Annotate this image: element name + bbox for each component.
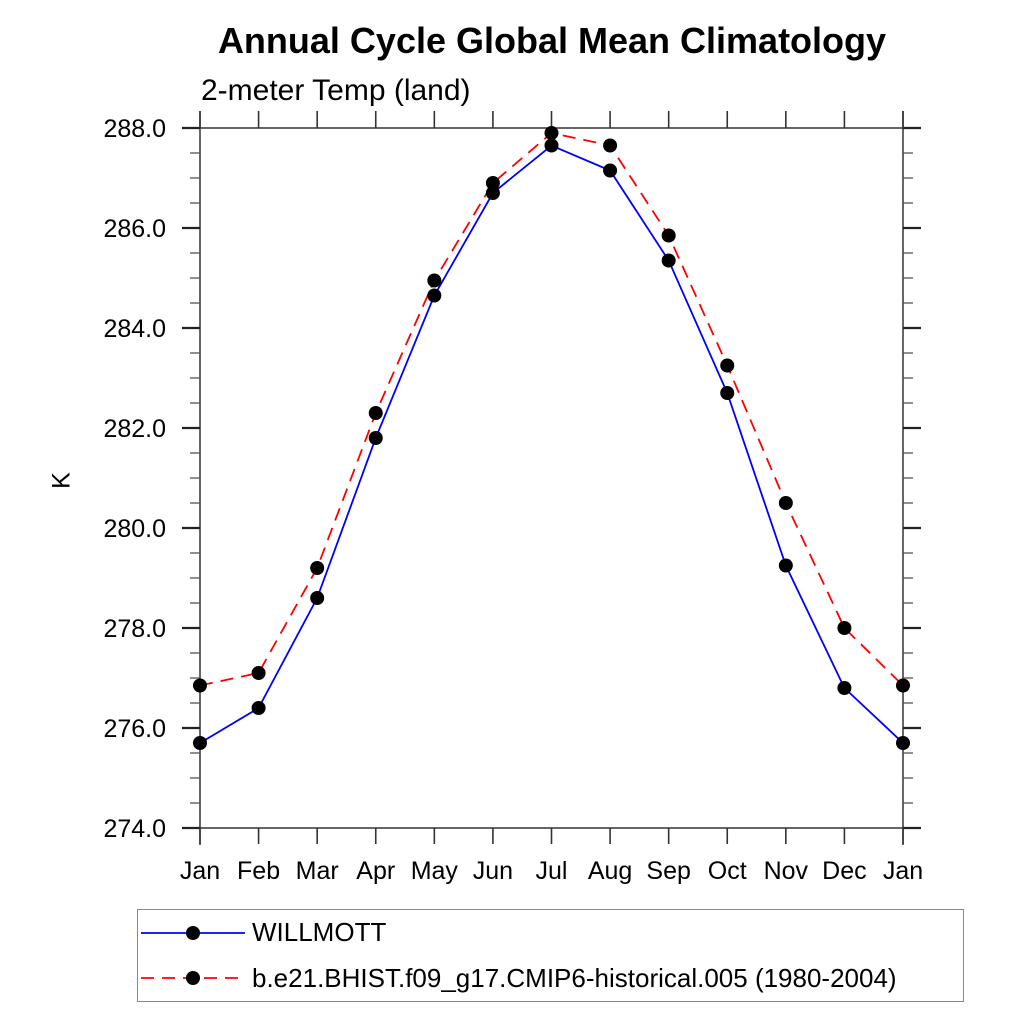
y-tick-label: 282.0 bbox=[103, 415, 166, 443]
x-tick-label: Nov bbox=[764, 857, 809, 885]
x-tick-label: Dec bbox=[822, 857, 866, 885]
willmott-markers bbox=[193, 138, 910, 750]
willmott-data-point bbox=[603, 163, 618, 178]
x-tick-label: Oct bbox=[708, 857, 747, 885]
legend-label-willmott: WILLMOTT bbox=[252, 917, 387, 948]
chart-subtitle: 2-meter Temp (land) bbox=[201, 74, 471, 107]
y-tick-label: 276.0 bbox=[103, 715, 166, 743]
willmott-data-point bbox=[544, 138, 559, 153]
willmott-data-point bbox=[310, 591, 325, 605]
willmott-line bbox=[199, 144, 904, 744]
x-tick-label: Jan bbox=[883, 857, 923, 885]
willmott-data-point bbox=[896, 736, 910, 750]
y-tick-label: 278.0 bbox=[103, 615, 166, 643]
willmott-data-point bbox=[485, 186, 500, 200]
model-data-point bbox=[896, 678, 910, 693]
model-data-point bbox=[310, 561, 325, 575]
x-tick-labels: Jan Feb Mar Apr May Jun Jul Aug Sep Oct Nov Dec Jan bbox=[180, 857, 923, 885]
x-tick-label: Feb bbox=[237, 857, 280, 885]
x-tick-label: Apr bbox=[356, 857, 395, 885]
model-data-point bbox=[427, 273, 442, 288]
chart-title: Annual Cycle Global Mean Climatology bbox=[217, 20, 887, 61]
x-tick-label: Sep bbox=[646, 857, 690, 885]
y-axis-ticks bbox=[182, 126, 921, 830]
x-axis-ticks bbox=[199, 111, 904, 844]
model-data-point bbox=[193, 678, 207, 693]
legend-label-model: b.e21.BHIST.f09_g17.CMIP6-historical.005… bbox=[252, 962, 897, 993]
model-data-point bbox=[603, 138, 618, 153]
model-data-point bbox=[368, 406, 383, 420]
model-data-point bbox=[837, 621, 852, 635]
y-tick-label: 280.0 bbox=[103, 515, 166, 543]
willmott-data-point bbox=[427, 288, 442, 303]
willmott-data-point bbox=[837, 681, 852, 695]
willmott-sample-marker bbox=[186, 925, 200, 940]
model-markers bbox=[193, 126, 910, 693]
willmott-data-point bbox=[193, 736, 207, 750]
model-data-point bbox=[544, 126, 559, 140]
legend-item-model: b.e21.BHIST.f09_g17.CMIP6-historical.005… bbox=[138, 958, 963, 998]
model-line bbox=[199, 132, 904, 687]
legend: WILLMOTT b.e21.BHIST.f09_g17.CMIP6-histo… bbox=[137, 909, 964, 1002]
willmott-data-point bbox=[778, 558, 793, 573]
model-data-point bbox=[778, 496, 793, 510]
y-axis-label: K bbox=[47, 472, 76, 489]
x-tick-label: Jun bbox=[473, 857, 513, 885]
willmott-line-sample-icon bbox=[141, 925, 245, 940]
willmott-data-point bbox=[720, 386, 735, 400]
y-tick-labels: 274.0 276.0 278.0 280.0 282.0 284.0 286.0 288.0 bbox=[103, 115, 166, 843]
x-tick-label: May bbox=[411, 857, 459, 885]
x-tick-label: Jul bbox=[536, 857, 568, 885]
y-tick-label: 274.0 bbox=[103, 815, 166, 843]
model-data-point bbox=[485, 176, 500, 190]
y-tick-label: 286.0 bbox=[103, 215, 166, 243]
willmott-data-point bbox=[661, 253, 676, 268]
model-sample-marker bbox=[186, 971, 200, 986]
y-tick-label: 288.0 bbox=[103, 115, 166, 143]
legend-item-willmott: WILLMOTT bbox=[138, 913, 963, 953]
model-data-point bbox=[251, 666, 266, 680]
willmott-data-point bbox=[368, 431, 383, 445]
y-tick-label: 284.0 bbox=[103, 315, 166, 343]
willmott-data-point bbox=[251, 701, 266, 715]
x-tick-label: Jan bbox=[180, 857, 220, 885]
x-tick-label: Aug bbox=[588, 857, 632, 885]
model-line-sample-icon bbox=[141, 971, 245, 986]
x-tick-label: Mar bbox=[296, 857, 339, 885]
model-data-point bbox=[720, 358, 735, 373]
model-data-point bbox=[661, 228, 676, 243]
axis-frame bbox=[183, 111, 920, 845]
